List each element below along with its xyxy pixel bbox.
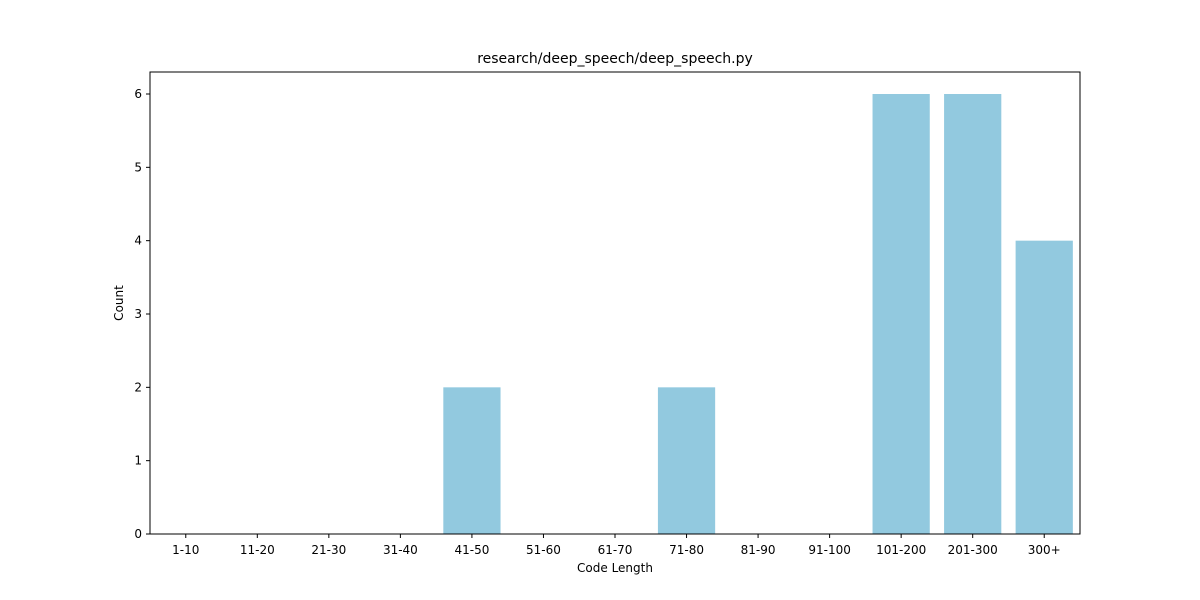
x-tick-label: 1-10 (172, 543, 199, 557)
x-axis-label: Code Length (577, 561, 653, 575)
x-tick-label: 201-300 (948, 543, 998, 557)
x-tick-label: 51-60 (526, 543, 561, 557)
bars-group (443, 94, 1073, 534)
x-tick-label: 61-70 (598, 543, 633, 557)
x-tick-label: 11-20 (240, 543, 275, 557)
y-tick-label: 6 (134, 87, 142, 101)
bar-201-300 (944, 94, 1002, 534)
y-tick-label: 5 (134, 160, 142, 174)
x-tick-label: 21-30 (311, 543, 346, 557)
x-tick-label: 71-80 (669, 543, 704, 557)
y-axis-label: Count (112, 285, 126, 321)
bar-41-50 (443, 387, 501, 534)
y-tick-label: 1 (134, 454, 142, 468)
x-tick-label: 101-200 (876, 543, 926, 557)
x-axis-ticks: 1-10 11-20 21-30 31-40 41-50 51-60 61-70 71-80 8… (172, 534, 1061, 557)
y-tick-label: 2 (134, 380, 142, 394)
bar-101-200 (872, 94, 930, 534)
y-axis-ticks: 0 1 2 3 4 5 6 (134, 87, 150, 541)
x-tick-label: 300+ (1028, 543, 1061, 557)
x-tick-label: 81-90 (741, 543, 776, 557)
chart-title: research/deep_speech/deep_speech.py (477, 51, 753, 67)
x-tick-label: 91-100 (808, 543, 851, 557)
x-tick-label: 41-50 (454, 543, 489, 557)
plot-frame (149, 71, 1081, 535)
bar-300+ (1015, 240, 1073, 534)
bar-71-80 (657, 387, 716, 534)
x-tick-label: 31-40 (383, 543, 418, 557)
y-tick-label: 0 (134, 527, 142, 541)
y-tick-label: 3 (134, 307, 142, 321)
y-tick-label: 4 (134, 234, 142, 248)
